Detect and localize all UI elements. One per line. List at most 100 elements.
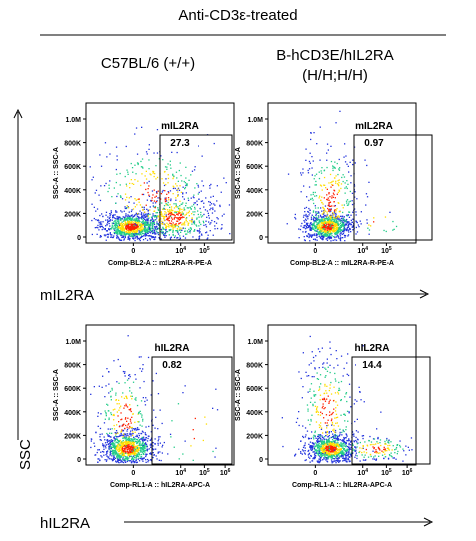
scatter-point (107, 443, 109, 445)
scatter-point (136, 229, 138, 232)
scatter-point (185, 184, 187, 187)
scatter-point (317, 453, 319, 455)
scatter-point (311, 235, 313, 237)
scatter-point (332, 219, 334, 221)
scatter-point (177, 208, 180, 210)
scatter-point (105, 454, 107, 456)
scatter-point (344, 161, 347, 163)
scatter-point (314, 405, 317, 407)
scatter-point (120, 434, 122, 437)
scatter-point (118, 409, 120, 411)
scatter-point (304, 450, 306, 452)
scatter-point (117, 237, 120, 239)
scatter-point (125, 213, 127, 215)
scatter-point (124, 223, 126, 226)
scatter-point (174, 223, 176, 226)
scatter-point (107, 428, 109, 430)
scatter-point (140, 451, 142, 453)
scatter-point (125, 437, 127, 439)
scatter-point (118, 220, 120, 222)
scatter-point (125, 439, 128, 441)
scatter-point (109, 180, 111, 182)
scatter-point (147, 231, 150, 233)
scatter-point (117, 445, 119, 448)
scatter-point (328, 199, 330, 201)
scatter-point (347, 420, 349, 422)
scatter-point (337, 180, 339, 182)
scatter-point (146, 221, 148, 223)
scatter-point (154, 232, 156, 234)
scatter-point (319, 226, 321, 228)
scatter-point (340, 444, 342, 446)
scatter-point (316, 217, 319, 219)
scatter-point (186, 217, 188, 219)
scatter-point (135, 235, 137, 238)
gate-name: mIL2RA (161, 121, 199, 132)
scatter-point (343, 448, 345, 450)
scatter-point (318, 235, 320, 237)
scatter-point (144, 218, 146, 220)
scatter-point (113, 437, 115, 439)
scatter-point (128, 450, 131, 452)
scatter-point (135, 224, 138, 226)
scatter-point (326, 221, 328, 224)
scatter-point (322, 224, 324, 226)
scatter-point (142, 450, 144, 453)
scatter-point (108, 392, 110, 394)
scatter-point (158, 223, 161, 226)
scatter-point (107, 435, 109, 437)
scatter-point (122, 228, 124, 230)
scatter-point (315, 230, 317, 232)
scatter-point (116, 381, 118, 383)
scatter-point (323, 457, 325, 459)
scatter-point (139, 387, 141, 389)
scatter-point (130, 435, 132, 437)
scatter-point (95, 189, 98, 191)
scatter-point (137, 458, 139, 460)
scatter-point (323, 445, 325, 448)
scatter-point (151, 199, 153, 202)
scatter-point (338, 220, 340, 222)
scatter-point (129, 425, 131, 428)
scatter-point (130, 449, 132, 451)
scatter-point (132, 235, 135, 238)
scatter-point (184, 214, 186, 216)
scatter-point (109, 213, 111, 215)
scatter-point (171, 209, 173, 212)
scatter-point (125, 435, 127, 437)
scatter-point (118, 426, 121, 428)
scatter-point (131, 446, 133, 448)
scatter-point (343, 430, 345, 433)
scatter-point (307, 215, 309, 218)
scatter-point (352, 218, 354, 220)
scatter-point (101, 213, 103, 215)
scatter-point (309, 152, 311, 154)
scatter-point (321, 443, 323, 445)
scatter-point (135, 127, 138, 129)
scatter-point (136, 404, 139, 407)
scatter-point (332, 433, 334, 435)
scatter-point (119, 455, 121, 458)
scatter-point (121, 218, 123, 220)
scatter-point (123, 224, 125, 227)
scatter-point (221, 224, 223, 226)
scatter-point (112, 442, 114, 444)
scatter-point (304, 207, 306, 209)
scatter-point (348, 226, 350, 228)
scatter-point (131, 438, 133, 440)
scatter-point (146, 458, 149, 461)
scatter-point (133, 447, 135, 449)
scatter-point (132, 237, 134, 240)
scatter-point (103, 436, 105, 438)
scatter-point (338, 215, 340, 217)
scatter-point (327, 395, 329, 397)
scatter-point (331, 212, 334, 215)
scatter-point (115, 210, 117, 212)
scatter-point (325, 235, 327, 237)
scatter-point (332, 411, 334, 414)
scatter-point (303, 220, 305, 222)
scatter-point (130, 451, 132, 453)
scatter-point (323, 212, 325, 214)
scatter-point (129, 228, 131, 230)
scatter-point (108, 435, 110, 437)
